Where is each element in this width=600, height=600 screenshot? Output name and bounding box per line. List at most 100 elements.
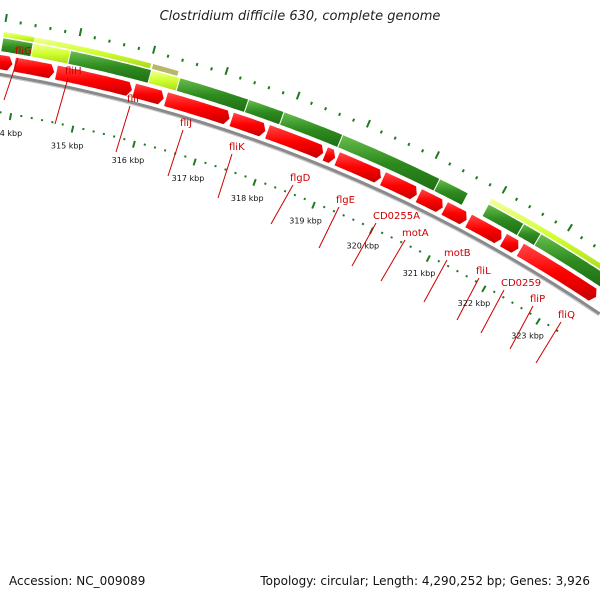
- scale-tick: [465, 274, 469, 278]
- feature-block: [433, 178, 469, 207]
- scale-tick: [546, 323, 550, 327]
- gene-leader-line: [318, 206, 340, 249]
- scale-tick: [446, 264, 450, 268]
- outer-tick: [238, 76, 242, 80]
- gene-leader-line: [167, 129, 184, 177]
- cds-arrow: [54, 64, 133, 97]
- gene-labels: fliG fliH fliI fliJ fliK flgD flgE CD0255A motA m…: [15, 46, 575, 321]
- scale-tick: [273, 186, 277, 189]
- outer-tick: [152, 45, 157, 54]
- gene-label: fliK: [229, 142, 245, 153]
- cds-arrow: [12, 56, 56, 80]
- outer-tick: [592, 243, 596, 248]
- outer-tick: [19, 21, 22, 25]
- gene-label: fliL: [476, 266, 491, 277]
- outer-tick: [78, 27, 83, 37]
- gene-leader-line: [456, 277, 480, 321]
- gene-label: fliI: [127, 94, 139, 105]
- outer-tick: [253, 81, 257, 85]
- scale-tick: [332, 209, 336, 213]
- gene-label: motB: [444, 248, 471, 259]
- outer-tick: [166, 54, 170, 58]
- scale-tick: [418, 250, 422, 253]
- outer-tick: [181, 58, 184, 62]
- gene-leader-line: [351, 222, 377, 267]
- outer-tick: [379, 130, 383, 134]
- scale-tick: [390, 236, 393, 239]
- cds-arrow: [498, 232, 520, 254]
- outer-tick: [267, 85, 271, 90]
- scale-tick: [143, 143, 146, 146]
- scale-tick: [293, 193, 297, 197]
- scale-label: 314 kbp: [0, 129, 22, 138]
- scale-tick: [264, 182, 267, 185]
- scale-tick: [555, 329, 559, 333]
- scale-tick: [132, 140, 136, 148]
- gene-leader-line: [509, 305, 534, 350]
- scale-tick: [224, 168, 227, 171]
- feature-block: [533, 232, 600, 288]
- scale-tick: [399, 240, 403, 244]
- gene-label: fliP: [530, 294, 545, 305]
- scale-tick: [163, 149, 167, 152]
- scale-label: 320 kbp: [347, 242, 380, 251]
- feature-rim: [33, 37, 152, 69]
- scale-tick: [520, 306, 523, 310]
- outer-tick: [393, 136, 397, 140]
- gene-label: fliJ: [180, 118, 192, 129]
- outer-tick: [514, 197, 519, 202]
- scale-tick: [437, 259, 441, 263]
- cds-arrow: [515, 242, 598, 302]
- scale-tick: [204, 161, 207, 165]
- outer-tick: [338, 112, 342, 117]
- scale-tick: [342, 214, 345, 217]
- gene-label: flgD: [290, 173, 311, 184]
- scale-tick: [425, 254, 431, 263]
- outer-tick: [63, 29, 67, 34]
- outer-tick: [108, 39, 111, 43]
- outer-tick: [324, 107, 328, 111]
- scale-tick: [529, 312, 532, 316]
- scale-tick: [311, 201, 316, 209]
- scale-tick: [192, 158, 197, 166]
- outer-tick: [195, 62, 199, 67]
- outer-tick: [310, 101, 313, 106]
- scale-tick: [511, 301, 514, 305]
- gene-label: fliG: [15, 46, 32, 57]
- feature-rim: [3, 31, 35, 43]
- cds-arrow: [0, 54, 14, 72]
- gene-leader-line: [270, 184, 294, 225]
- scale-tick: [8, 113, 13, 121]
- feature-rim: [489, 198, 600, 270]
- scale-label: 315 kbp: [51, 141, 84, 150]
- outer-tick: [579, 235, 584, 240]
- gene-label: CD0255A: [373, 211, 420, 222]
- cds-arrow: [228, 111, 267, 138]
- gene-leader-line: [480, 289, 505, 334]
- cds-arrow: [464, 213, 503, 245]
- outer-tick: [34, 24, 37, 28]
- gene-label: fliH: [65, 66, 82, 77]
- scale-tick: [252, 178, 257, 187]
- outer-tick: [93, 36, 97, 40]
- outer-tick: [554, 220, 558, 224]
- scale-tick: [123, 137, 126, 141]
- inner-tick-ring: [0, 111, 559, 333]
- scale-tick: [244, 175, 247, 178]
- outer-tick: [281, 91, 285, 95]
- cds-arrow: [131, 82, 165, 106]
- outer-tick: [434, 151, 440, 160]
- outer-tick: [567, 223, 573, 232]
- map-title: Clostridium difficile 630, complete geno…: [159, 9, 441, 24]
- scale-tick: [474, 280, 478, 283]
- scale-tick: [153, 146, 157, 149]
- scale-tick: [70, 125, 75, 133]
- scale-tick: [501, 295, 505, 299]
- gene-leader-line: [380, 239, 406, 282]
- scale-tick: [409, 245, 412, 249]
- scale-tick: [214, 164, 217, 168]
- accession-label: Accession: NC_009089: [9, 574, 146, 588]
- outer-tick: [365, 119, 371, 128]
- cds-arrow: [378, 171, 418, 201]
- gene-label: CD0259: [501, 278, 541, 289]
